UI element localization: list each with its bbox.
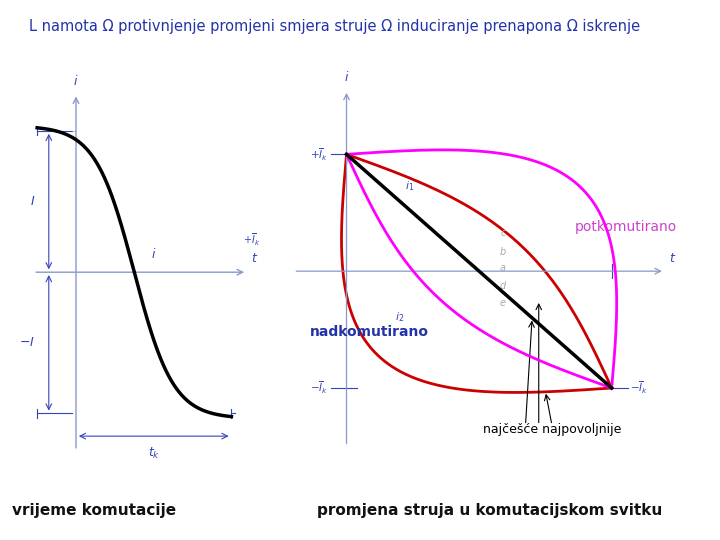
Text: $-\overline{I}_k$: $-\overline{I}_k$ [310,380,328,396]
Text: c: c [500,228,505,238]
Text: $i$: $i$ [344,70,349,84]
Text: promjena struja u komutacijskom svitku: promjena struja u komutacijskom svitku [317,503,662,518]
Text: a: a [500,263,506,273]
Text: $i_1$: $i_1$ [405,179,415,193]
Text: d: d [500,281,506,291]
Text: $i_2$: $i_2$ [395,310,404,324]
Text: $t$: $t$ [669,252,676,265]
Text: $-I$: $-I$ [19,336,35,349]
Text: $i$: $i$ [73,74,78,88]
Text: b: b [500,247,506,257]
Text: $i$: $i$ [151,247,156,261]
Text: $t_k$: $t_k$ [148,447,160,462]
Text: $+\overline{I}_k$: $+\overline{I}_k$ [243,232,261,248]
Text: nadkomutirano: nadkomutirano [310,325,428,339]
Text: potkomutirano: potkomutirano [575,220,677,234]
Text: vrijeme komutacije: vrijeme komutacije [12,503,176,518]
Text: e: e [500,298,506,308]
Text: $t$: $t$ [251,252,258,265]
Text: najčešće najpovoljnije: najčešće najpovoljnije [483,423,621,436]
Text: $I$: $I$ [30,195,35,208]
Text: $+\overline{I}_k$: $+\overline{I}_k$ [310,146,328,163]
Text: L namota Ω protivnjenje promjeni smjera struje Ω induciranje prenapona Ω iskrenj: L namota Ω protivnjenje promjeni smjera … [29,19,640,34]
Text: $-\overline{I}_k$: $-\overline{I}_k$ [630,380,649,396]
